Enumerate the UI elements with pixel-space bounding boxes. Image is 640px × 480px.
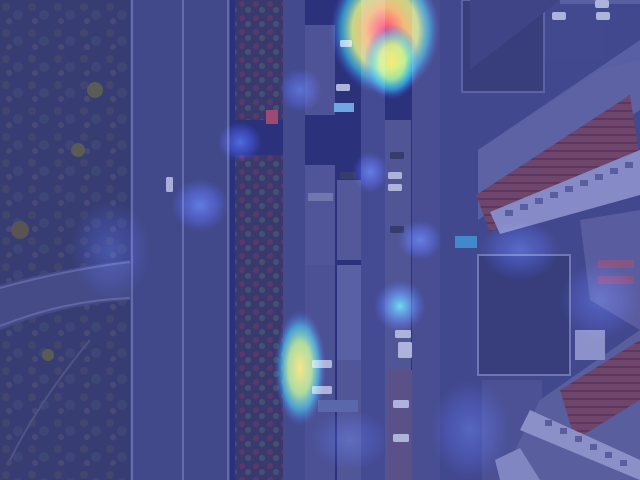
heat-spot-cyan	[374, 280, 426, 332]
heatmap-overlay	[70, 0, 640, 480]
tower-building	[470, 0, 640, 234]
heat-spot-warm	[274, 310, 326, 426]
median-hedges	[235, 0, 283, 480]
car	[166, 177, 173, 192]
